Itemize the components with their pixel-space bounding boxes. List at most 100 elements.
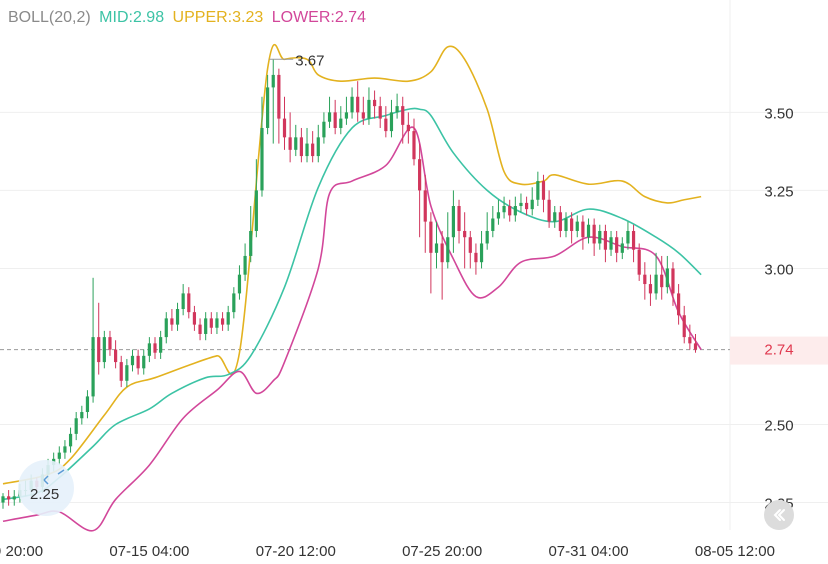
candle-body	[80, 412, 84, 419]
candle-body	[406, 124, 410, 132]
candle-body	[226, 312, 230, 325]
candle	[209, 312, 213, 334]
candle-body	[153, 343, 157, 353]
mid-band-line	[2, 107, 702, 501]
candle	[558, 206, 562, 238]
candle	[97, 302, 101, 375]
candle	[412, 118, 416, 166]
candle	[114, 340, 118, 369]
candle-body	[209, 318, 213, 328]
candle-body	[626, 230, 630, 244]
candle-body	[378, 106, 382, 119]
candle	[232, 287, 236, 319]
x-tick-label: 07-20 12:00	[256, 543, 336, 560]
candle-body	[547, 199, 551, 222]
candle	[665, 255, 669, 294]
candle-body	[463, 230, 467, 238]
candle	[451, 190, 455, 253]
candle	[479, 230, 484, 269]
candle-body	[508, 206, 512, 216]
candle	[496, 199, 501, 225]
candle	[530, 187, 534, 216]
candle	[215, 312, 219, 334]
candle-body	[530, 199, 534, 210]
double-chevron-left-icon	[773, 509, 785, 521]
candle	[57, 446, 61, 466]
candle-body	[159, 337, 163, 353]
candle	[119, 355, 123, 388]
candle-body	[271, 74, 275, 88]
candle-body	[1, 496, 5, 503]
candle-body	[215, 318, 219, 328]
candle-body	[502, 206, 506, 213]
candle	[333, 99, 337, 135]
candle	[508, 199, 512, 222]
candle-body	[114, 349, 118, 363]
candle-body	[665, 268, 669, 288]
candles	[1, 59, 698, 509]
candle	[198, 318, 202, 341]
price-tag-background	[730, 336, 828, 365]
candle	[592, 218, 596, 256]
candle	[249, 206, 253, 263]
candle	[74, 412, 78, 441]
candle	[226, 305, 230, 331]
candle-body	[648, 284, 653, 294]
candle-body	[187, 293, 191, 313]
candle	[395, 93, 399, 119]
candle-body	[74, 418, 78, 434]
candle	[344, 96, 349, 125]
candle	[153, 337, 157, 359]
candle-body	[603, 230, 608, 250]
candle-body	[198, 324, 202, 334]
candle	[637, 243, 641, 281]
candle	[322, 112, 326, 144]
candle-body	[333, 112, 337, 128]
candle-body	[660, 274, 664, 288]
grid	[0, 0, 828, 530]
candle	[615, 230, 619, 263]
candle	[660, 255, 664, 300]
candle-body	[7, 496, 11, 500]
candle-body	[108, 337, 112, 350]
candle	[142, 349, 146, 375]
candle	[85, 390, 90, 419]
candle-body	[485, 230, 489, 244]
candle-body	[446, 237, 450, 263]
candle	[502, 196, 506, 219]
candle	[170, 309, 174, 331]
candle-body	[609, 237, 613, 250]
candle	[547, 190, 551, 228]
candle-body	[243, 255, 247, 275]
candle-body	[423, 190, 427, 222]
candle	[536, 171, 540, 207]
candle	[389, 99, 394, 138]
candle	[1, 493, 5, 509]
candle	[175, 302, 180, 331]
candle	[271, 59, 275, 144]
candle	[378, 96, 382, 128]
candle-body	[277, 74, 281, 119]
legend-upper: UPPER:3.23	[172, 9, 264, 26]
candle-body	[68, 433, 73, 447]
y-axis: 3.503.253.002.502.25	[764, 105, 793, 512]
scroll-to-latest-button[interactable]	[764, 500, 794, 530]
candle	[468, 230, 472, 269]
candle	[406, 112, 410, 144]
candle	[187, 287, 191, 319]
candle	[266, 74, 270, 135]
candle	[125, 358, 129, 388]
candle-body	[147, 343, 151, 356]
candle	[570, 212, 574, 244]
candle	[68, 427, 73, 453]
candle	[440, 230, 444, 300]
candle-body	[586, 224, 591, 238]
candle	[513, 196, 517, 222]
candle	[401, 96, 405, 144]
candle	[12, 490, 16, 506]
candle-body	[677, 293, 681, 316]
candle	[63, 440, 67, 459]
candle-body	[249, 230, 253, 256]
candle-body	[598, 230, 602, 244]
